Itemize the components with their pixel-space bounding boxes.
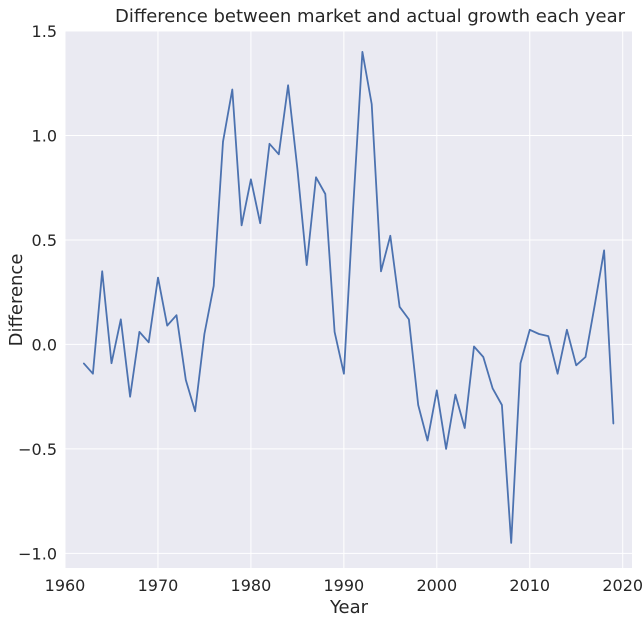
data-point xyxy=(203,333,206,335)
y-tick-label: 1.0 xyxy=(32,126,57,145)
data-point xyxy=(575,364,577,366)
x-axis-ticks: 1960 1970 1980 1990 2000 2010 2020 xyxy=(45,576,642,595)
data-point xyxy=(603,249,605,251)
data-point xyxy=(241,224,243,226)
x-tick-label: 1990 xyxy=(323,576,364,595)
data-point xyxy=(333,331,336,333)
data-point xyxy=(538,333,540,335)
data-point xyxy=(371,103,373,105)
data-point xyxy=(157,276,159,279)
data-point xyxy=(82,362,85,364)
data-point xyxy=(584,356,587,358)
data-point xyxy=(510,542,512,544)
y-tick-label: −1.0 xyxy=(18,544,57,563)
chart-title: Difference between market and actual gro… xyxy=(115,6,626,27)
data-point xyxy=(259,222,261,224)
data-point xyxy=(110,362,113,364)
data-point xyxy=(352,208,354,210)
data-point xyxy=(92,373,94,375)
data-point xyxy=(306,264,308,266)
x-tick-label: 2010 xyxy=(509,576,550,595)
data-point xyxy=(324,193,326,195)
data-point xyxy=(519,362,522,364)
x-tick-label: 1970 xyxy=(138,576,179,595)
data-point xyxy=(287,84,289,86)
y-tick-label: 0.0 xyxy=(32,335,57,354)
data-point xyxy=(380,270,382,272)
series-line xyxy=(82,51,615,544)
x-tick-label: 1960 xyxy=(45,576,86,595)
data-point xyxy=(389,235,391,237)
data-point xyxy=(408,318,410,320)
data-point xyxy=(268,143,271,145)
data-point xyxy=(473,345,475,348)
data-point xyxy=(222,141,224,143)
data-point xyxy=(547,335,549,337)
data-point xyxy=(296,168,298,170)
data-point xyxy=(315,176,317,178)
x-axis-title: Year xyxy=(329,597,369,618)
data-point xyxy=(213,285,215,287)
data-point xyxy=(278,153,280,155)
y-tick-label: 1.5 xyxy=(32,22,57,41)
y-tick-label: 0.5 xyxy=(32,231,57,250)
data-point xyxy=(464,427,466,429)
data-point xyxy=(436,389,438,391)
x-tick-label: 2020 xyxy=(602,576,642,595)
data-point xyxy=(138,331,140,333)
data-point xyxy=(361,51,364,53)
data-point xyxy=(166,325,168,327)
data-point xyxy=(501,404,503,406)
y-axis-title: Difference xyxy=(6,254,27,347)
data-point xyxy=(120,318,122,320)
data-point xyxy=(231,88,233,91)
data-point xyxy=(491,387,494,389)
x-tick-label: 1980 xyxy=(231,576,272,595)
data-point xyxy=(529,329,531,331)
data-point xyxy=(482,356,484,358)
x-tick-label: 2000 xyxy=(416,576,457,595)
data-point xyxy=(250,178,252,180)
data-point xyxy=(175,314,178,316)
y-tick-label: −0.5 xyxy=(18,440,57,459)
data-point xyxy=(185,379,187,381)
data-point xyxy=(566,329,568,331)
data-point xyxy=(417,404,419,406)
grid xyxy=(64,30,632,568)
data-point xyxy=(129,396,131,398)
data-point xyxy=(399,306,401,308)
y-axis-ticks: −1.0 −0.5 0.0 0.5 1.0 1.5 xyxy=(18,22,57,563)
series-group xyxy=(82,51,615,544)
data-point xyxy=(343,373,345,375)
data-point xyxy=(594,304,596,306)
data-point xyxy=(101,270,103,272)
data-point xyxy=(454,393,456,396)
data-point xyxy=(557,373,559,375)
data-point xyxy=(426,439,429,442)
data-point xyxy=(612,423,615,425)
data-point xyxy=(148,341,150,343)
data-point xyxy=(194,410,196,412)
data-point xyxy=(445,448,447,450)
